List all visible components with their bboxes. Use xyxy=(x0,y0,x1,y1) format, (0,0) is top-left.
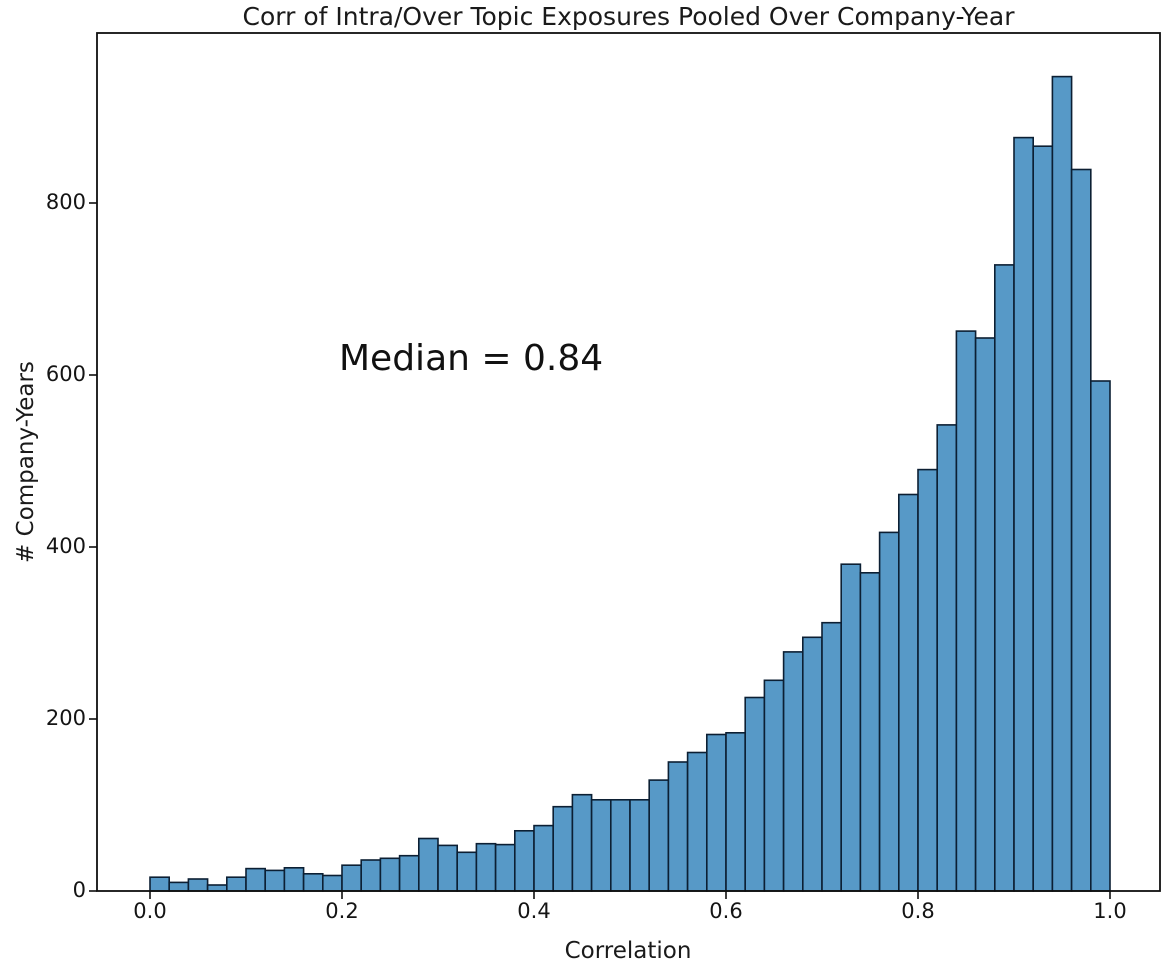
histogram-bar xyxy=(494,843,516,892)
x-tick-label: 0.8 xyxy=(901,899,935,923)
histogram-bar xyxy=(801,636,823,892)
histogram-bar xyxy=(571,793,593,892)
histogram-bar xyxy=(283,866,305,892)
histogram-bar xyxy=(763,679,785,892)
x-tick-label: 0.4 xyxy=(517,899,551,923)
histogram-bar xyxy=(456,851,478,892)
histogram-bar xyxy=(609,798,631,892)
histogram-bar xyxy=(1070,168,1092,892)
histogram-bar xyxy=(475,842,497,892)
x-tick-label: 0.6 xyxy=(709,899,743,923)
histogram-bar xyxy=(552,805,574,892)
histogram-bar xyxy=(245,867,267,892)
x-axis-label: Correlation xyxy=(564,938,692,964)
x-tick-label: 1.0 xyxy=(1093,899,1127,923)
histogram-bar xyxy=(206,884,228,892)
histogram-bar xyxy=(993,264,1015,892)
histogram-bar xyxy=(648,779,670,892)
histogram-bar xyxy=(360,859,382,892)
histogram-bar xyxy=(398,854,420,892)
histogram-bar xyxy=(725,731,747,892)
histogram-bar xyxy=(264,869,286,892)
histogram-bar xyxy=(629,798,651,892)
axes-box xyxy=(96,32,1161,892)
y-tick-label: 400 xyxy=(45,534,86,558)
histogram-bar xyxy=(917,468,939,892)
histogram-bar xyxy=(341,864,363,892)
histogram-bar xyxy=(667,761,689,892)
y-tick-label: 200 xyxy=(45,706,86,730)
histogram-bar xyxy=(821,621,843,892)
histogram-bar xyxy=(149,876,171,892)
histogram-bar xyxy=(859,571,881,892)
histogram-bar xyxy=(1032,145,1054,892)
x-tick-label: 0.0 xyxy=(133,899,167,923)
histogram-bar xyxy=(782,651,804,892)
median-annotation: Median = 0.84 xyxy=(339,338,604,379)
y-axis-label: # Company-Years xyxy=(13,361,39,563)
histogram-bar xyxy=(533,824,555,892)
histogram-bar xyxy=(226,876,247,892)
histogram-bar xyxy=(705,733,727,892)
y-tick-label: 0 xyxy=(72,878,86,902)
histogram-bar xyxy=(686,751,708,892)
histogram-bar xyxy=(302,872,324,892)
x-tick-label: 0.2 xyxy=(325,899,359,923)
histogram-bar xyxy=(168,881,190,892)
histogram-bar xyxy=(840,563,862,892)
histogram-bar xyxy=(936,424,958,892)
histogram-bar xyxy=(590,798,612,892)
histogram-bar xyxy=(321,874,343,892)
histogram-bar xyxy=(1013,136,1035,892)
histogram-bar xyxy=(1051,75,1073,892)
chart-title: Corr of Intra/Over Topic Exposures Poole… xyxy=(242,2,1015,31)
y-tick-label: 600 xyxy=(45,362,86,386)
y-tick-label: 800 xyxy=(45,190,86,214)
histogram-bar xyxy=(437,844,459,892)
histogram-bar xyxy=(513,829,535,892)
histogram-bar xyxy=(417,837,439,892)
histogram-bar xyxy=(974,337,996,892)
histogram-bar xyxy=(379,857,401,892)
histogram-bar xyxy=(187,878,209,892)
histogram-bar xyxy=(878,531,900,892)
histogram-bar xyxy=(744,696,766,892)
histogram-bar xyxy=(1090,380,1111,892)
histogram-bar xyxy=(897,493,919,892)
histogram-bar xyxy=(955,330,977,892)
